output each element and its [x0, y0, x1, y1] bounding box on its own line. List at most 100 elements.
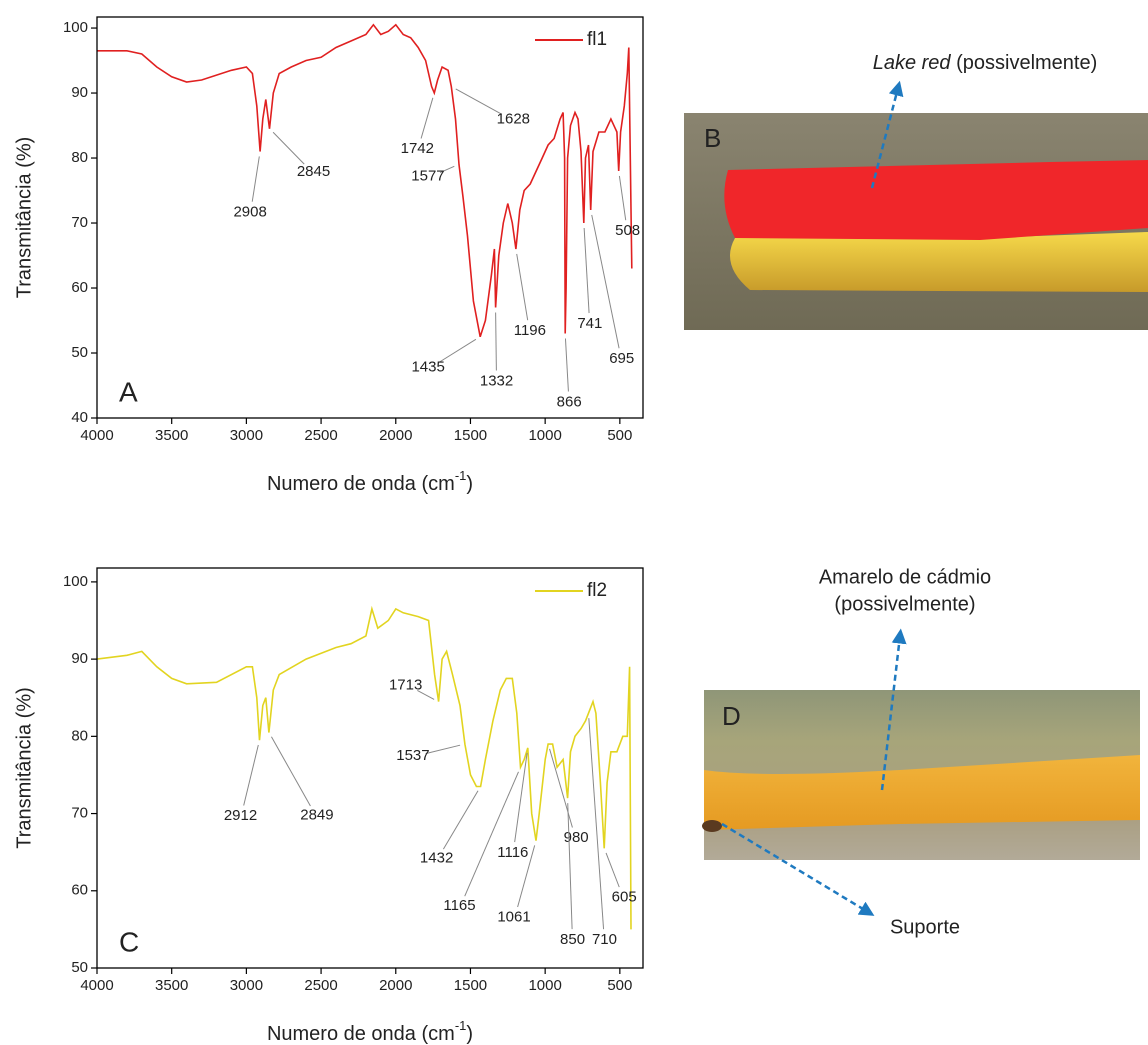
peak-leader	[439, 338, 477, 363]
x-axis-title-sup: -1	[455, 468, 467, 483]
caption: Amarelo de cádmio	[819, 566, 991, 588]
red-layer	[724, 160, 1148, 240]
x-tick-label: 3500	[155, 977, 188, 994]
peak-leader	[516, 253, 529, 321]
peak-label: 980	[564, 829, 589, 846]
x-axis-title: Numero de onda (cm-1)	[267, 468, 473, 495]
y-tick-label: 90	[71, 650, 88, 667]
peak-label: 1116	[497, 844, 528, 861]
peak-leader	[618, 175, 627, 221]
peak-label: 1742	[401, 140, 434, 157]
peak-label: 1165	[443, 897, 475, 914]
panel-label: D	[722, 701, 741, 731]
legend-label: fl2	[587, 580, 607, 601]
y-tick-label: 60	[71, 882, 88, 899]
panel-label: C	[119, 926, 139, 957]
y-tick-label: 100	[63, 19, 88, 36]
peak-label: 2912	[224, 807, 257, 824]
peak-leader	[271, 736, 311, 807]
y-tick-label: 60	[71, 279, 88, 296]
y-tick-label: 50	[71, 959, 88, 976]
y-tick-label: 100	[63, 573, 88, 590]
peak-leader	[564, 338, 569, 392]
peak-leader	[243, 744, 259, 806]
panel-label: B	[704, 123, 721, 153]
panel-label: A	[119, 376, 138, 407]
y-tick-label: 80	[71, 727, 88, 744]
peak-label: 1577	[411, 168, 444, 185]
peak-leader	[425, 744, 461, 755]
chart: 50 60 70 80 90 100 4000 3500 3000 2500 2000 1500 100…	[13, 567, 644, 1045]
y-axis-title: Transmitância (%)	[13, 687, 35, 849]
photo-d: D Amarelo de cádmio (possivelmente) Supo…	[702, 566, 1140, 938]
peak-label: 2849	[300, 806, 333, 823]
caption: (possivelmente)	[834, 593, 975, 615]
spectrum-line	[97, 23, 633, 338]
peak-label: 1628	[497, 111, 530, 128]
arrow-label: Suporte	[890, 916, 960, 938]
x-tick-label: 1000	[528, 427, 561, 444]
peak-leader	[420, 97, 434, 139]
x-tick-label: 2000	[379, 977, 412, 994]
peak-label: 1537	[396, 747, 429, 764]
y-tick-label: 50	[71, 344, 88, 361]
legend-label: fl1	[587, 29, 607, 50]
peak-label: 605	[612, 888, 637, 905]
y-tick-label: 80	[71, 149, 88, 166]
x-axis-title-main: Numero de onda (cm	[267, 473, 455, 495]
x-tick-label: 4000	[80, 427, 113, 444]
x-tick-label: 3500	[155, 427, 188, 444]
peak-label: 1332	[480, 372, 513, 389]
peak-label: 1435	[411, 359, 444, 376]
x-tick-label: 1500	[454, 427, 487, 444]
x-tick-label: 3000	[230, 977, 263, 994]
peak-leader	[591, 214, 620, 349]
x-axis-title: Numero de onda (cm-1)	[267, 1018, 473, 1045]
peak-leader	[417, 689, 435, 700]
peak-label: 710	[592, 931, 617, 948]
peak-label: 741	[577, 315, 602, 332]
caption-italic: Lake red	[873, 52, 952, 74]
peak-leader	[583, 227, 590, 314]
caption-rest: (possivelmente)	[956, 52, 1097, 74]
spectrum-line	[97, 605, 632, 930]
peak-leader	[567, 803, 573, 930]
peak-leader	[251, 156, 260, 202]
x-axis-title-end: )	[466, 1023, 473, 1045]
peak-label: 695	[609, 350, 634, 367]
x-tick-label: 4000	[80, 977, 113, 994]
peak-label: 1061	[497, 909, 530, 926]
x-tick-label: 500	[607, 427, 632, 444]
x-axis-title-main: Numero de onda (cm	[267, 1023, 455, 1045]
y-tick-label: 90	[71, 84, 88, 101]
yellow-layer	[730, 232, 1148, 292]
y-axis-title: Transmitância (%)	[13, 137, 35, 299]
peak-leader	[588, 718, 605, 930]
peak-label: 508	[615, 222, 640, 239]
peak-leader	[464, 771, 519, 897]
peak-label: 2908	[233, 204, 266, 221]
peak-leader	[442, 790, 479, 850]
x-tick-label: 3000	[230, 427, 263, 444]
peak-leader	[495, 312, 497, 371]
x-tick-label: 1500	[454, 977, 487, 994]
arrow	[880, 628, 907, 791]
y-tick-label: 70	[71, 214, 88, 231]
peak-leader	[605, 852, 620, 888]
chart: 40 50 60 70 80 90 100 4000 3500 3000 2500 2000 1500 1…	[13, 16, 644, 495]
peak-leader	[514, 752, 528, 843]
plot-frame	[96, 16, 644, 419]
peak-label: 1196	[514, 322, 546, 339]
peak-label: 2845	[297, 163, 330, 180]
peak-label: 866	[557, 393, 582, 410]
yellow-layer	[704, 755, 1140, 830]
y-tick-label: 40	[71, 409, 88, 426]
peak-leader	[455, 88, 503, 115]
x-tick-label: 2000	[379, 427, 412, 444]
x-tick-label: 1000	[528, 977, 561, 994]
y-tick-label: 70	[71, 805, 88, 822]
x-axis-title-end: )	[466, 473, 473, 495]
photo-b: B Lake red (possivelmente)	[684, 52, 1148, 330]
peak-leader	[517, 845, 536, 908]
